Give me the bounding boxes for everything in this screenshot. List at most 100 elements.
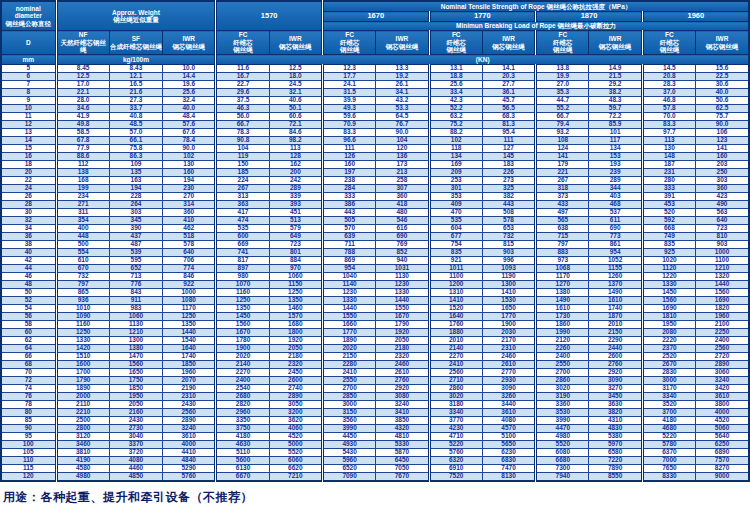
value-cell: 537 — [589, 209, 642, 217]
value-cell: 289 — [269, 185, 322, 193]
value-cell: 2740 — [269, 385, 322, 393]
value-cell: 1670 — [216, 329, 269, 337]
value-cell: 520 — [642, 209, 695, 217]
value-cell: 3090 — [589, 377, 642, 385]
value-cell: 1160 — [56, 321, 109, 329]
diameter-cell: 5 — [1, 65, 56, 73]
value-cell: 1120 — [642, 265, 695, 273]
value-cell: 1610 — [536, 305, 589, 313]
value-cell: 109 — [109, 161, 162, 169]
value-cell: 749 — [642, 233, 695, 241]
value-cell: 66.1 — [109, 137, 162, 145]
value-cell: 68.3 — [482, 113, 535, 121]
value-cell: 2180 — [376, 345, 429, 353]
value-cell: 843 — [109, 289, 162, 297]
value-cell: 5970 — [589, 441, 642, 449]
value-cell: 3190 — [536, 393, 589, 401]
value-cell: 936 — [56, 297, 109, 305]
value-cell: 35.3 — [536, 89, 589, 97]
value-cell: 611 — [589, 217, 642, 225]
value-cell: 2220 — [642, 337, 695, 345]
value-cell: 5760 — [163, 473, 216, 482]
value-cell: 14.9 — [589, 65, 642, 73]
value-cell: 776 — [109, 281, 162, 289]
value-cell: 53.3 — [376, 105, 429, 113]
value-cell: 490 — [696, 201, 749, 209]
value-cell: 2140 — [216, 361, 269, 369]
value-cell: 49.8 — [56, 121, 109, 129]
value-cell: 563 — [696, 209, 749, 217]
value-cell: 487 — [109, 241, 162, 249]
value-cell: 169 — [429, 161, 482, 169]
value-cell: 228 — [109, 193, 162, 201]
value-cell: 5600 — [216, 457, 269, 465]
value-cell: 2120 — [536, 337, 589, 345]
value-cell: 7890 — [589, 465, 642, 473]
value-cell: 345 — [109, 217, 162, 225]
value-cell: 46.3 — [216, 105, 269, 113]
fc-1870-header: FC 纤维芯 钢丝绳 — [536, 31, 589, 55]
value-cell: 1700 — [56, 369, 109, 377]
value-cell: 2560 — [163, 409, 216, 417]
diameter-cell: 54 — [1, 305, 56, 313]
value-cell: 897 — [216, 265, 269, 273]
value-cell: 996 — [482, 257, 535, 265]
value-cell: 1330 — [642, 281, 695, 289]
value-cell: 3060 — [696, 369, 749, 377]
value-cell: 1810 — [642, 313, 695, 321]
diameter-cell: 44 — [1, 265, 56, 273]
value-cell: 1850 — [109, 385, 162, 393]
value-cell: 2550 — [322, 377, 375, 385]
value-cell: 1780 — [216, 337, 269, 345]
value-cell: 2440 — [589, 345, 642, 353]
value-cell: 221 — [536, 169, 589, 177]
value-cell: 339 — [269, 193, 322, 201]
value-cell: 468 — [589, 201, 642, 209]
weight-unit-header: kg/100m — [56, 55, 216, 65]
value-cell: 7000 — [642, 457, 695, 465]
value-cell: 267 — [536, 177, 589, 185]
value-cell: 1490 — [589, 289, 642, 297]
value-cell: 27.0 — [536, 81, 589, 89]
value-cell: 58.5 — [56, 129, 109, 137]
value-cell: 97.7 — [642, 129, 695, 137]
value-cell: 127 — [482, 145, 535, 153]
value-cell: 535 — [429, 217, 482, 225]
value-cell: 2250 — [696, 329, 749, 337]
value-cell: 954 — [589, 249, 642, 257]
value-cell: 2670 — [642, 361, 695, 369]
value-cell: 1370 — [589, 281, 642, 289]
value-cell: 26.1 — [376, 81, 429, 89]
value-cell: 1310 — [429, 289, 482, 297]
value-cell: 706 — [163, 257, 216, 265]
value-cell: 2520 — [642, 353, 695, 361]
value-cell: 27.3 — [109, 97, 162, 105]
table-row: 6615101470174020202180215023202270246024… — [1, 353, 749, 361]
value-cell: 1031 — [376, 265, 429, 273]
value-cell: 1990 — [536, 329, 589, 337]
value-cell: 1960 — [163, 369, 216, 377]
value-cell: 1000 — [163, 289, 216, 297]
value-cell: 32.4 — [163, 97, 216, 105]
value-cell: 48.3 — [589, 97, 642, 105]
value-cell: 3750 — [216, 425, 269, 433]
value-cell: 5870 — [376, 449, 429, 457]
value-cell: 769 — [376, 241, 429, 249]
table-row: 9028002730324037504060399043204230457044… — [1, 425, 749, 433]
table-row: 2216816319422424223825825327326728928030… — [1, 177, 749, 185]
value-cell: 4980 — [536, 433, 589, 441]
value-cell: 230 — [163, 185, 216, 193]
table-row: 6414201380164019002050202021802140231022… — [1, 345, 749, 353]
value-cell: 723 — [269, 241, 322, 249]
diameter-cell: 70 — [1, 369, 56, 377]
value-cell: 1210 — [696, 265, 749, 273]
value-cell: 5640 — [696, 433, 749, 441]
value-cell: 96.6 — [322, 137, 375, 145]
value-cell: 360 — [696, 185, 749, 193]
value-cell: 423 — [696, 193, 749, 201]
value-cell: 3720 — [109, 449, 162, 457]
value-cell: 102 — [163, 153, 216, 161]
value-cell: 27.7 — [482, 81, 535, 89]
value-cell: 10.0 — [163, 65, 216, 73]
table-row: 1141.940.848.456.060.659.664.563.268.366… — [1, 113, 749, 121]
